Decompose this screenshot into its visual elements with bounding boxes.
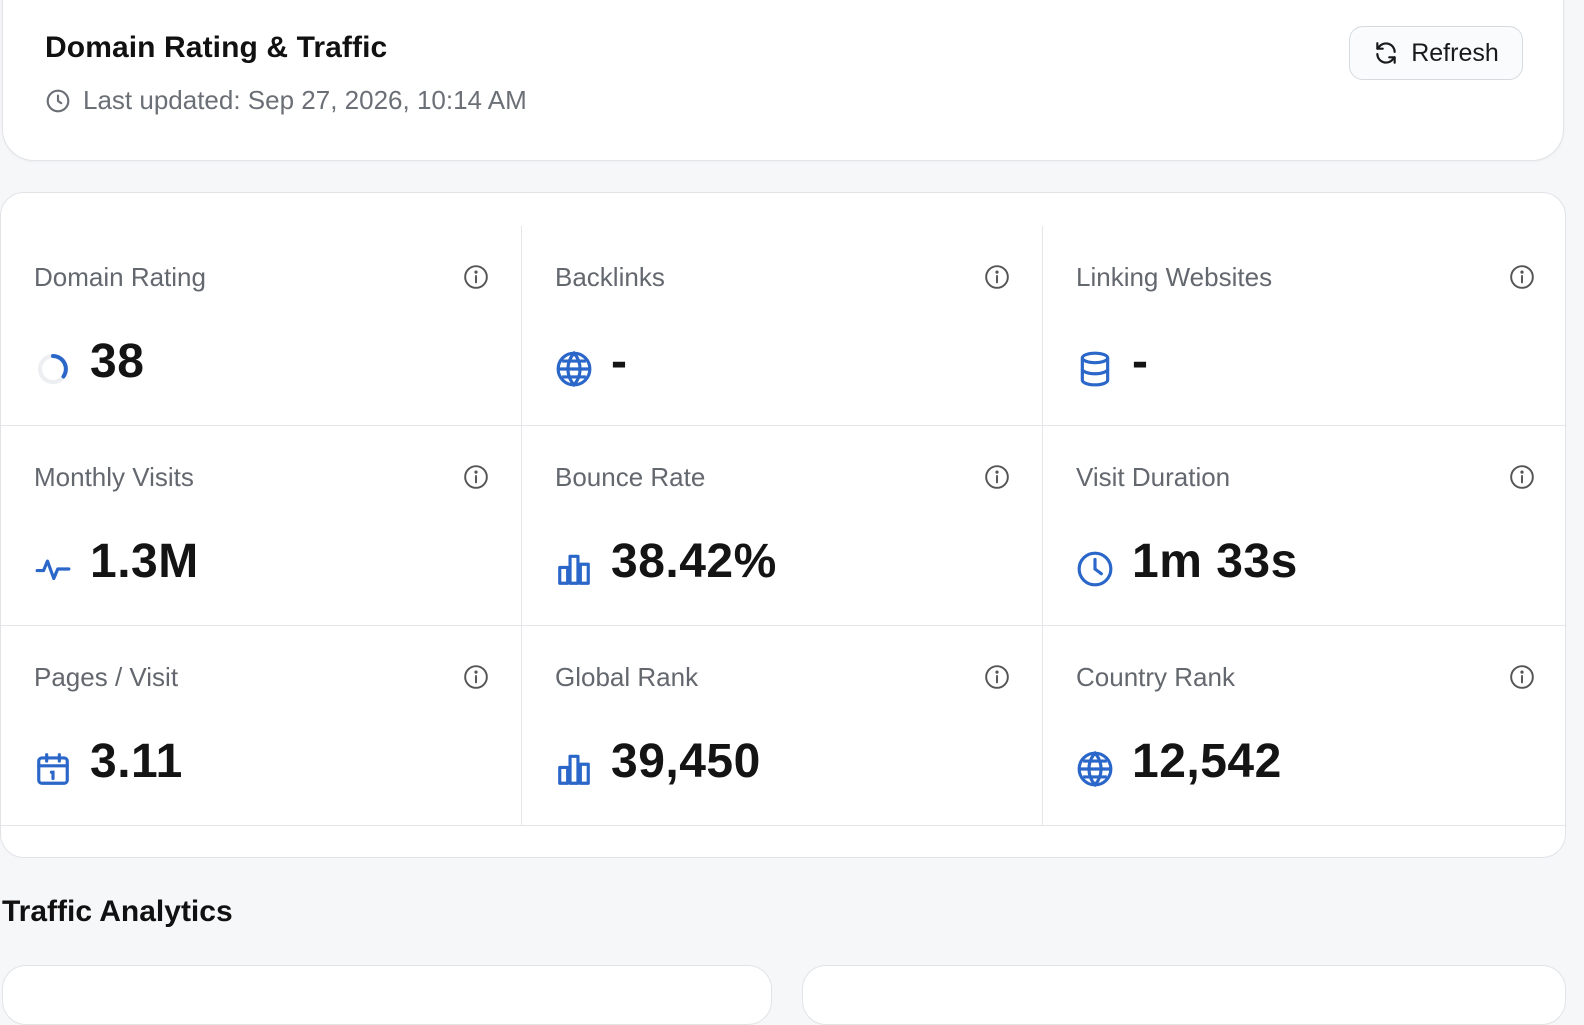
metric-value: 3.11 [90, 735, 183, 788]
last-updated: Last updated: Sep 27, 2026, 10:14 AM [45, 85, 527, 116]
metric-value: 39,450 [611, 735, 761, 788]
metric-label: Monthly Visits [34, 462, 194, 492]
metric-value: 12,542 [1132, 735, 1282, 788]
activity-icon [35, 559, 71, 580]
metric-country-rank: Country Rank 12,542 [1043, 626, 1565, 826]
info-icon[interactable] [463, 664, 489, 690]
header-card: Domain Rating & Traffic Last updated: Se… [2, 0, 1564, 161]
metric-value: 38.42% [611, 535, 777, 588]
refresh-label: Refresh [1411, 38, 1499, 67]
metric-value: 38 [90, 335, 145, 388]
clock-icon [1077, 551, 1113, 586]
metric-visit-duration: Visit Duration 1m 33s [1043, 426, 1565, 626]
analytics-card-left [2, 965, 772, 1025]
metric-label: Backlinks [555, 262, 665, 292]
metric-global-rank: Global Rank 39,450 [522, 626, 1043, 826]
metric-label: Domain Rating [34, 262, 206, 292]
metric-value: 1m 33s [1132, 535, 1298, 588]
bar-chart-icon [558, 554, 590, 585]
metric-label: Visit Duration [1076, 462, 1231, 492]
metric-value: - [611, 335, 628, 388]
globe-icon [556, 350, 592, 387]
metric-monthly-visits: Monthly Visits 1.3M [1, 426, 522, 626]
info-icon[interactable] [984, 264, 1010, 290]
metric-backlinks: Backlinks - [522, 226, 1043, 426]
metric-label: Bounce Rate [555, 462, 706, 492]
metric-label: Pages / Visit [34, 662, 179, 692]
info-icon[interactable] [1509, 464, 1535, 490]
info-icon[interactable] [984, 464, 1010, 490]
metric-label: Global Rank [555, 662, 699, 692]
refresh-icon [1376, 42, 1396, 64]
info-icon[interactable] [1509, 664, 1535, 690]
metric-value: 1.3M [90, 535, 199, 588]
database-icon [1080, 351, 1110, 386]
metric-domain-rating: Domain Rating 38 [1, 226, 522, 426]
info-icon[interactable] [463, 264, 489, 290]
info-icon[interactable] [984, 664, 1010, 690]
metrics-grid: Domain Rating 38 Backlinks [1, 226, 1565, 826]
last-updated-text: Last updated: Sep 27, 2026, 10:14 AM [83, 85, 527, 115]
clock-icon [46, 89, 70, 112]
refresh-button[interactable]: Refresh [1349, 26, 1523, 80]
info-icon[interactable] [463, 464, 489, 490]
section-title-traffic-analytics: Traffic Analytics [2, 895, 233, 928]
metric-pages-per-visit: Pages / Visit 3.11 [1, 626, 522, 826]
metric-linking-websites: Linking Websites - [1043, 226, 1565, 426]
progress-ring-icon [38, 353, 68, 384]
analytics-card-right [802, 965, 1566, 1025]
globe-icon [1077, 750, 1113, 787]
metrics-card: Domain Rating 38 Backlinks [0, 192, 1566, 858]
bar-chart-icon [558, 754, 590, 785]
metric-label: Country Rank [1076, 662, 1235, 692]
calendar-icon [37, 752, 69, 785]
metric-label: Linking Websites [1076, 262, 1273, 292]
metric-value: - [1132, 335, 1149, 388]
info-icon[interactable] [1509, 264, 1535, 290]
metric-bounce-rate: Bounce Rate 38.42% [522, 426, 1043, 626]
page-title: Domain Rating & Traffic [45, 31, 388, 64]
